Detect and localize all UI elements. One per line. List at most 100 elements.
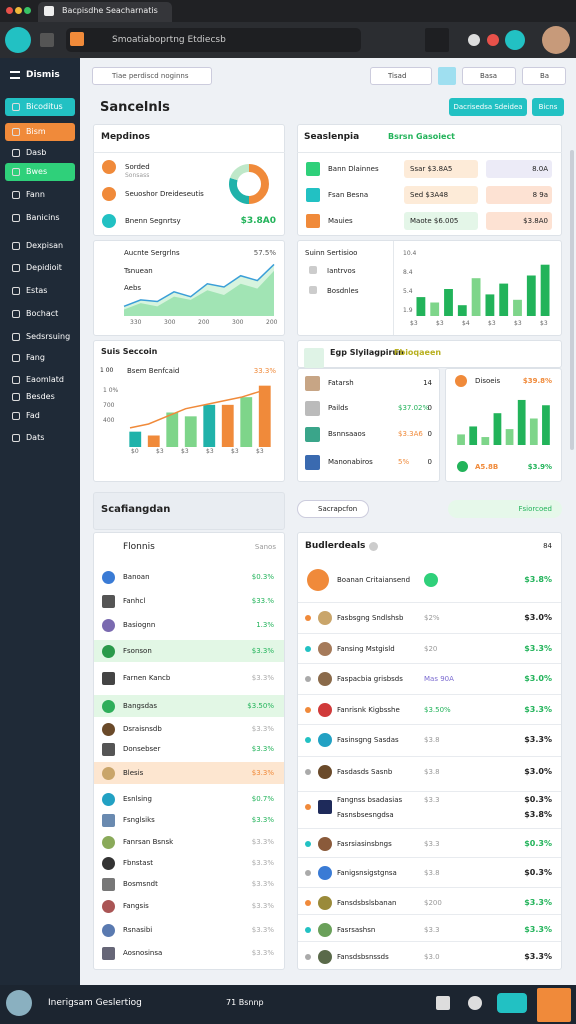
list-name: Bosmsndt [123, 880, 158, 888]
chart-title: Disoeis [475, 377, 501, 385]
filter[interactable] [522, 67, 566, 85]
y-tick-label: 10.4 [403, 250, 417, 257]
card-title: Seaslenpia [304, 132, 360, 142]
icon [318, 837, 332, 851]
x-tick-label: 300 [232, 319, 244, 326]
icon [305, 427, 320, 442]
list-name: Fansing Mstgisld [337, 645, 395, 653]
chip [486, 186, 552, 204]
list-mid: $2% [424, 614, 440, 622]
x-tick-label: $3 [514, 320, 522, 327]
icon [455, 375, 467, 387]
nav-icon [12, 242, 20, 250]
scrollbar [570, 150, 574, 450]
nav-icon [12, 168, 20, 176]
icon [102, 723, 115, 736]
legend: Aebs [124, 284, 142, 292]
chart-footer: A5.8B [475, 463, 499, 471]
nav-icon [12, 376, 20, 384]
icon [24, 7, 31, 14]
nav-item: Dats [26, 433, 45, 442]
icon [305, 646, 311, 652]
search-box[interactable] [92, 67, 212, 85]
row-sep [298, 694, 561, 695]
list-value: $3.50% [247, 702, 274, 710]
icon [306, 214, 320, 228]
nav-item: Bism [26, 127, 46, 136]
icon [5, 27, 31, 53]
nav-icon [12, 354, 20, 362]
icon [305, 737, 311, 743]
list-mid: $3.8 [424, 869, 440, 877]
x-tick-label: 200 [266, 319, 278, 326]
list-name: Fbnstast [123, 859, 153, 867]
pill-text: Sacrapcfon [318, 505, 358, 513]
nav-item: Eaomlatd [26, 375, 64, 384]
nav-item-bg[interactable] [5, 123, 75, 141]
row-value: 14 [423, 379, 432, 387]
chip-text: Ssar $3.8A5 [410, 165, 453, 173]
card-title: Aucnte Sergrlns [124, 249, 180, 257]
card-value: 57.5% [253, 249, 276, 257]
list-name: Dsraisnsdb [123, 725, 162, 733]
tab[interactable] [38, 2, 172, 22]
chip [404, 160, 478, 178]
list-name: Boanan Critaiansend [337, 576, 411, 584]
list-value: $3.3% [251, 902, 274, 910]
list-name: Banoan [123, 573, 150, 581]
list-value: $3.3% [251, 647, 274, 655]
footer-status: 71 Bsnnp [226, 998, 264, 1007]
x-tick-label: 330 [130, 319, 142, 326]
list-value: $3.3% [251, 838, 274, 846]
card-value: 33.3% [253, 367, 276, 375]
footer-user: Inerigsam Geslertiog [48, 998, 142, 1008]
icon [309, 266, 317, 274]
button[interactable] [449, 98, 527, 116]
row-label: Manonabiros [328, 458, 373, 466]
list-name: Fasrsiasinsbngs [337, 840, 392, 848]
button-label: Dacrisedsa Sdeidea [453, 103, 523, 111]
panel [297, 368, 440, 482]
icon [102, 700, 115, 713]
icon [305, 954, 311, 960]
icon [102, 767, 115, 780]
row-sep [298, 941, 561, 942]
footer-button[interactable] [497, 993, 527, 1013]
list-value: 1.3% [256, 621, 274, 629]
icon [318, 765, 332, 779]
icon [424, 573, 438, 587]
address-bar[interactable] [66, 28, 361, 52]
icon [6, 7, 13, 14]
list-value: $3.3% [524, 898, 552, 907]
list-name: Fasinsgng Sasdas [337, 736, 399, 744]
nav-item-bg[interactable] [5, 163, 75, 181]
filter[interactable] [370, 67, 432, 85]
pill[interactable] [297, 500, 369, 518]
list-name: Esnlsing [123, 795, 152, 803]
row-label: Mauies [328, 217, 353, 225]
button[interactable] [532, 98, 564, 116]
chip [486, 160, 552, 178]
list-value: $3.8% [524, 810, 552, 819]
list-mid: $3.50% [424, 706, 451, 714]
icon [438, 67, 456, 85]
icon [102, 947, 115, 960]
filter[interactable] [462, 67, 516, 85]
nav-item: Besdes [26, 392, 55, 401]
nav-item-bg[interactable] [5, 98, 75, 116]
nav-item: Sedsrsuing [26, 332, 71, 341]
list-name: Fangsis [123, 902, 149, 910]
list-value: $0.3% [524, 839, 552, 848]
icon [505, 30, 525, 50]
row-label: Bsnnsaaos [328, 430, 366, 438]
pill[interactable] [448, 500, 562, 518]
icon [318, 866, 332, 880]
x-tick-label: $3 [256, 448, 264, 455]
chip-text: Sed $3A48 [410, 191, 449, 199]
nav-item: Bochact [26, 309, 59, 318]
icon [102, 857, 115, 870]
icon [44, 6, 54, 16]
y-tick-label: 400 [103, 417, 115, 424]
list-meta: 84 [543, 542, 552, 550]
list-value: $3.3% [251, 725, 274, 733]
